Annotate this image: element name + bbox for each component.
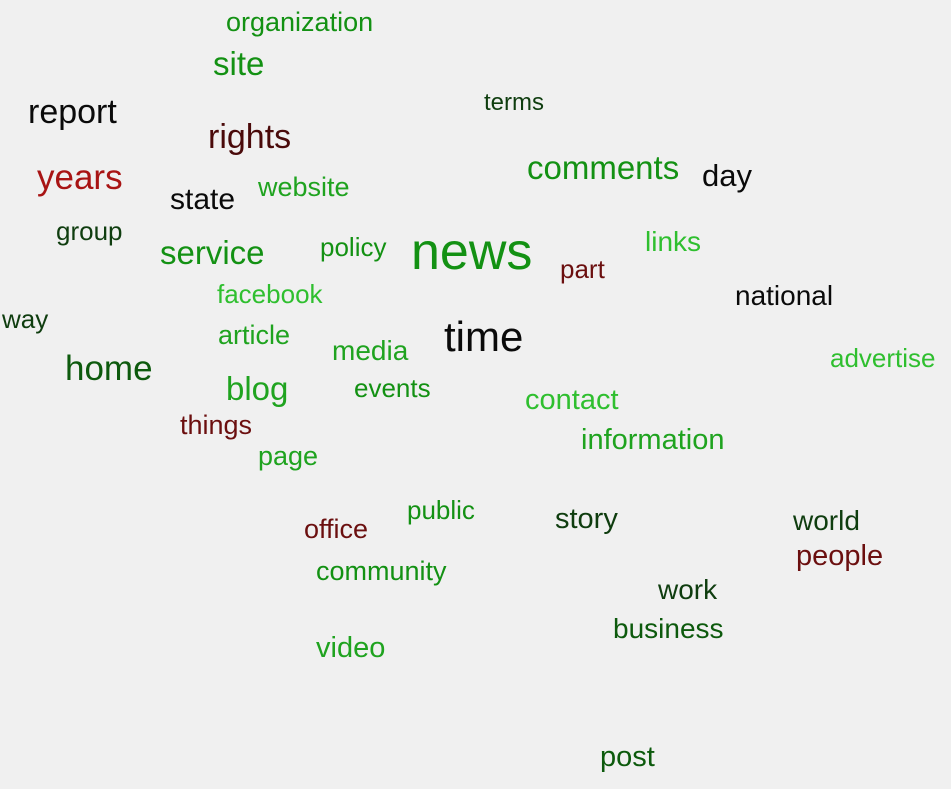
word-policy: policy	[320, 232, 387, 262]
word-way: way	[2, 304, 49, 334]
word-report: report	[28, 93, 117, 131]
word-information: information	[581, 424, 725, 456]
word-events: events	[354, 373, 431, 403]
word-article: article	[218, 320, 291, 350]
word-terms: terms	[484, 89, 544, 116]
word-news: news	[411, 223, 533, 281]
word-rights: rights	[208, 118, 292, 156]
word-group: group	[56, 216, 123, 246]
word-comments: comments	[527, 149, 680, 186]
word-video: video	[316, 632, 386, 664]
word-page: page	[258, 441, 319, 471]
word-blog: blog	[226, 370, 289, 407]
word-advertise: advertise	[830, 343, 936, 373]
word-post: post	[600, 741, 655, 773]
word-media: media	[332, 335, 409, 366]
word-website: website	[258, 172, 350, 202]
word-service: service	[160, 234, 265, 271]
word-community: community	[316, 556, 447, 586]
word-national: national	[735, 280, 834, 311]
word-work: work	[658, 574, 718, 605]
word-contact: contact	[525, 384, 619, 416]
word-home: home	[65, 349, 153, 388]
word-part: part	[560, 254, 605, 284]
word-day: day	[702, 158, 752, 193]
word-facebook: facebook	[217, 279, 323, 309]
word-office: office	[304, 514, 369, 544]
word-links: links	[645, 226, 702, 257]
word-years: years	[37, 158, 123, 197]
word-world: world	[793, 505, 860, 536]
word-public: public	[407, 495, 475, 525]
word-state: state	[170, 183, 236, 216]
word-site: site	[213, 45, 265, 82]
word-things: things	[180, 410, 253, 440]
word-business: business	[613, 613, 724, 644]
word-time: time	[444, 313, 524, 360]
word-story: story	[555, 503, 618, 535]
word-people: people	[796, 540, 884, 572]
word-organization: organization	[226, 7, 374, 37]
